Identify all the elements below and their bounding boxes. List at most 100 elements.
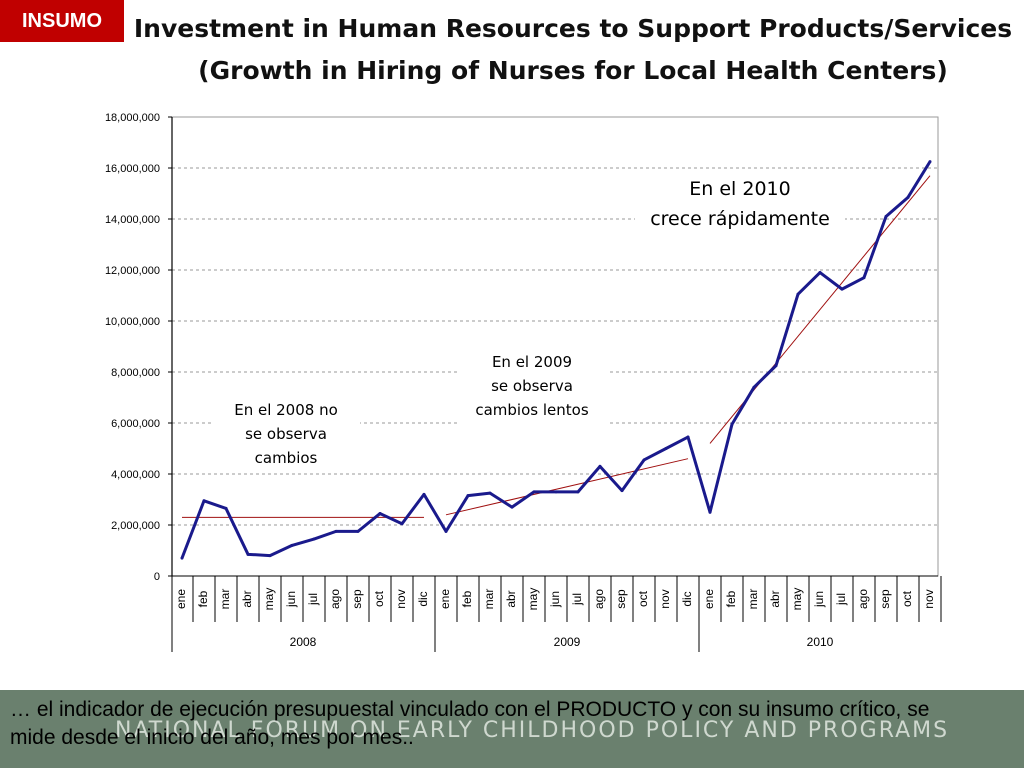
data-point <box>906 195 910 199</box>
insumo-badge: INSUMO <box>0 0 124 42</box>
data-point <box>444 529 448 533</box>
y-tick-label: 6,000,000 <box>111 418 160 430</box>
x-month-label: jul <box>834 593 848 606</box>
data-point <box>884 214 888 218</box>
data-point <box>334 529 338 533</box>
x-month-label: feb <box>724 590 738 607</box>
x-year-label: 2009 <box>554 635 581 649</box>
data-point <box>554 490 558 494</box>
x-month-label: feb <box>196 590 210 607</box>
x-month-label: ene <box>438 589 452 609</box>
x-month-label: mar <box>746 589 760 610</box>
annotations: En el 2008 no se observa cambios En el 2009… <box>212 169 845 473</box>
data-point <box>598 464 602 468</box>
data-series <box>180 160 932 560</box>
trend-line <box>445 458 689 516</box>
y-tick-label: 4,000,000 <box>111 469 160 481</box>
x-month-label: may <box>790 588 804 611</box>
y-tick-label: 0 <box>154 571 160 583</box>
x-month-label: jul <box>570 593 584 606</box>
x-month-label: nov <box>922 589 936 608</box>
y-tick-label: 16,000,000 <box>105 163 160 175</box>
x-year-label: 2008 <box>290 635 317 649</box>
annotation-text: En el 2010 <box>689 178 790 200</box>
data-point <box>686 435 690 439</box>
x-month-label: may <box>262 588 276 611</box>
data-point <box>752 385 756 389</box>
x-month-label: ene <box>174 589 188 609</box>
data-point <box>224 506 228 510</box>
x-month-label: jun <box>812 591 826 608</box>
y-tick-label: 12,000,000 <box>105 265 160 277</box>
annotation-text: En el 2009 <box>492 353 572 371</box>
data-point <box>730 422 734 426</box>
title-line-2: (Growth in Hiring of Nurses for Local He… <box>198 56 948 85</box>
data-point <box>532 490 536 494</box>
data-point <box>620 489 624 493</box>
y-tick-label: 2,000,000 <box>111 520 160 532</box>
x-month-label: oct <box>636 590 650 607</box>
annotation-text: cambios lentos <box>475 401 588 419</box>
x-month-label: dic <box>416 591 430 606</box>
data-point <box>796 292 800 296</box>
x-month-label: mar <box>482 589 496 610</box>
x-month-label: ago <box>856 589 870 609</box>
annotation-text: En el 2008 no <box>234 401 338 419</box>
annotation-text: se observa <box>245 425 327 443</box>
annotation-box <box>635 169 845 235</box>
footnote-text: … el indicador de ejecución presupuestal… <box>10 698 930 749</box>
x-month-label: ago <box>592 589 606 609</box>
data-point <box>312 537 316 541</box>
data-point <box>466 494 470 498</box>
data-point <box>180 556 184 560</box>
title-line-1: Investment in Human Resources to Support… <box>133 14 1013 43</box>
x-month-label: sep <box>878 589 892 609</box>
annotation-box <box>212 395 360 473</box>
y-tick-label: 8,000,000 <box>111 367 160 379</box>
x-month-label: abr <box>768 590 782 607</box>
x-month-label: jun <box>548 591 562 608</box>
annotation-text: crece rápidamente <box>650 208 830 230</box>
x-month-label: may <box>526 588 540 611</box>
data-point <box>928 160 932 164</box>
data-point <box>774 364 778 368</box>
x-month-label: dic <box>680 591 694 606</box>
annotation-box <box>457 347 607 425</box>
x-month-label: oct <box>900 590 914 607</box>
axis-labels: 0 2,000,000 4,000,000 6,000,000 8,000,000 10,… <box>105 112 936 649</box>
x-month-label: ene <box>702 589 716 609</box>
data-point <box>422 492 426 496</box>
y-tick-label: 18,000,000 <box>105 112 160 124</box>
data-point <box>862 276 866 280</box>
data-point <box>576 490 580 494</box>
x-month-label: jul <box>306 593 320 606</box>
x-month-label: nov <box>658 589 672 608</box>
data-point <box>400 522 404 526</box>
x-month-label: sep <box>350 589 364 609</box>
annotation-text: cambios <box>255 449 318 467</box>
x-month-label: sep <box>614 589 628 609</box>
data-point <box>510 505 514 509</box>
y-tick-label: 10,000,000 <box>105 316 160 328</box>
footer-banner: NATIONAL FORUM ON EARLY CHILDHOOD POLICY… <box>0 690 1024 768</box>
data-point <box>642 458 646 462</box>
data-point <box>488 491 492 495</box>
x-month-label: nov <box>394 589 408 608</box>
data-point <box>202 499 206 503</box>
data-point <box>708 510 712 514</box>
line-chart: 0 2,000,000 4,000,000 6,000,000 8,000,000 10,… <box>105 112 942 652</box>
data-point <box>246 552 250 556</box>
x-month-label: abr <box>504 590 518 607</box>
x-year-label: 2010 <box>807 635 834 649</box>
x-month-label: jun <box>284 591 298 608</box>
annotation-text: se observa <box>491 377 573 395</box>
forum-watermark: NATIONAL FORUM ON EARLY CHILDHOOD POLICY… <box>115 718 950 743</box>
data-point <box>818 271 822 275</box>
x-month-label: mar <box>218 589 232 610</box>
y-tick-label: 14,000,000 <box>105 214 160 226</box>
x-month-label: ago <box>328 589 342 609</box>
data-point <box>840 287 844 291</box>
x-month-label: oct <box>372 590 386 607</box>
x-month-label: abr <box>240 590 254 607</box>
x-month-label: feb <box>460 590 474 607</box>
